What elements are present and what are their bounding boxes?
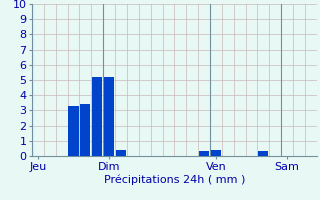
Bar [211,150,221,156]
Bar [116,150,126,156]
X-axis label: Précipitations 24h ( mm ): Précipitations 24h ( mm ) [104,174,245,185]
Bar [80,104,91,156]
Bar [104,77,114,156]
Bar [199,151,209,156]
Bar [92,77,102,156]
Bar [258,151,268,156]
Bar [68,106,79,156]
